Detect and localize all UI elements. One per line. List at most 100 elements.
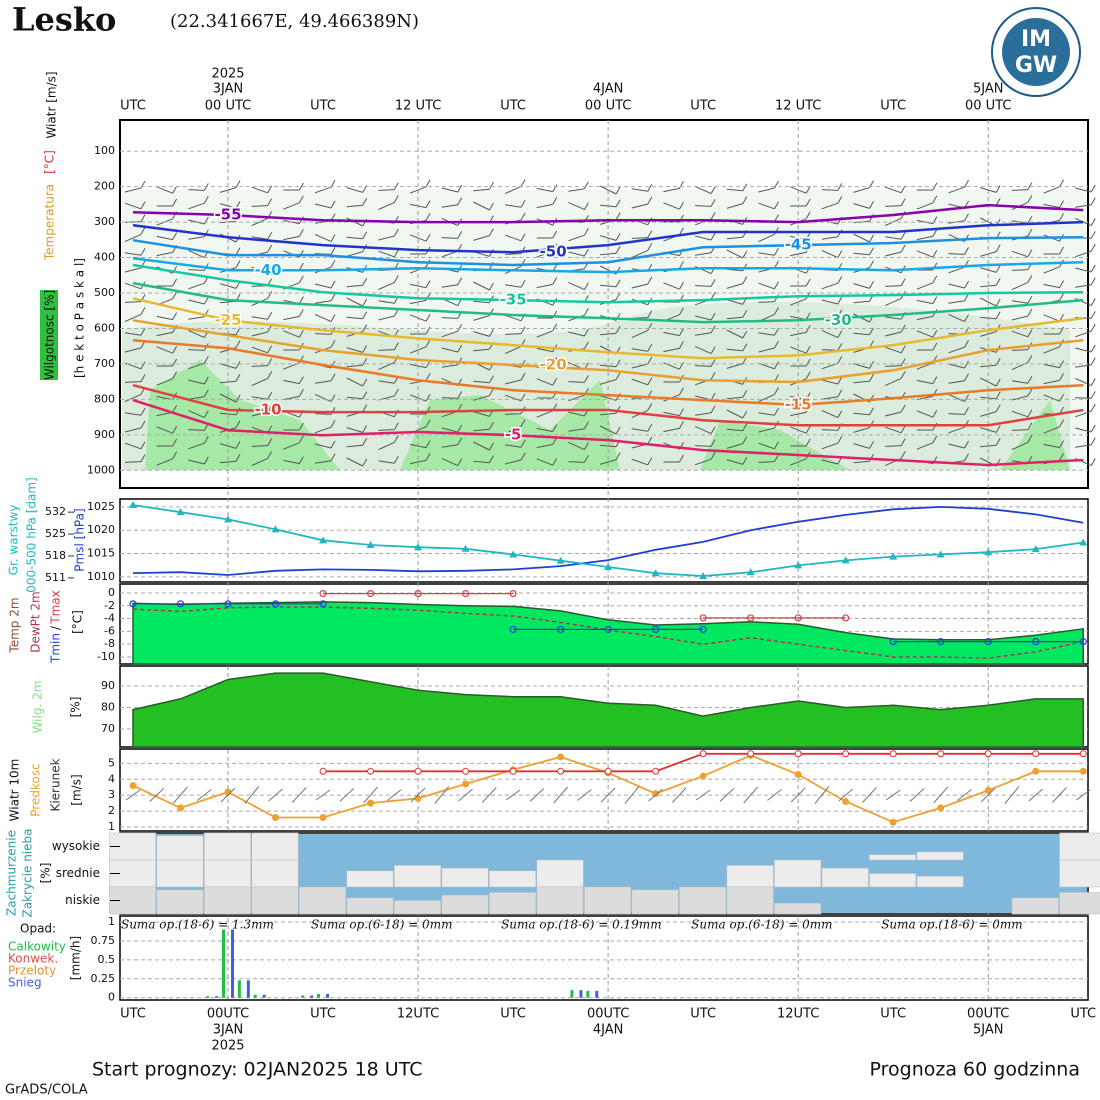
wind-barb: [1043, 266, 1060, 274]
wind-barb: [235, 373, 241, 382]
wind-barb: [488, 388, 494, 396]
wind-barb: [774, 441, 779, 450]
precip-bar: [595, 990, 599, 998]
wind-barb: [346, 364, 363, 368]
y-tick-label: 1: [108, 820, 115, 833]
wind-barb: [441, 444, 458, 448]
wind-barb: [790, 395, 807, 401]
wind-barb: [1027, 249, 1033, 258]
wind-barb: [631, 458, 648, 466]
wind-barb: [393, 422, 399, 430]
wind-barb: [283, 202, 300, 210]
wind-barb: [916, 362, 934, 370]
panel-frame: [119, 748, 1089, 832]
wind-barb: [742, 196, 748, 204]
wind-barb: [774, 307, 779, 315]
wind-barb: [758, 427, 775, 433]
wind-barb: [869, 327, 874, 336]
wind-barb: [916, 282, 934, 290]
wind-barb: [900, 345, 906, 354]
wind-barb: [124, 347, 142, 353]
point: [509, 767, 517, 775]
wind-barb: [156, 378, 173, 386]
wind-barb: [314, 443, 332, 449]
wind-barb: [188, 396, 205, 400]
wind-barb: [1059, 419, 1065, 428]
precip-bar: [301, 995, 305, 998]
cloud-bar: [489, 870, 537, 888]
precip-sum: Suma op.(6-18) = 0mm: [691, 918, 832, 932]
wind-barb: [837, 376, 843, 385]
point: [557, 753, 565, 761]
y-tick-label: 300: [94, 215, 115, 228]
precip-bar: [237, 980, 241, 998]
credit: GrADS/COLA: [5, 1083, 88, 1098]
wind-barb: [679, 261, 684, 269]
wind-arrow: [434, 786, 450, 804]
wind-barb: [805, 211, 811, 220]
wind-barb: [584, 442, 589, 450]
wind-barb: [140, 307, 146, 315]
wind-barb: [1027, 295, 1033, 304]
precip-bar: [246, 980, 250, 998]
wind-barb: [695, 235, 712, 241]
wind-barb: [505, 333, 522, 335]
wind-barb: [995, 244, 1001, 252]
wind-barb: [488, 282, 494, 291]
wind-barb: [504, 314, 522, 322]
wind-barb: [298, 435, 304, 444]
wind-barb: [615, 212, 621, 220]
wind-barb: [298, 275, 304, 284]
wind-barb: [663, 187, 680, 193]
y-tick-label: -10: [97, 650, 115, 663]
wind-barb: [441, 397, 458, 399]
wind-barb: [156, 458, 173, 466]
wind-barb: [885, 445, 902, 447]
wind-barb: [1090, 403, 1096, 412]
wind-barb: [805, 232, 811, 240]
wind-barb: [488, 375, 494, 384]
wind-barb: [330, 440, 336, 449]
isotherm: [132, 319, 1084, 384]
wind-barb: [948, 346, 965, 354]
wind-barb: [948, 363, 965, 369]
wind-barb: [1043, 186, 1060, 194]
isotherm: [132, 398, 1084, 467]
wind-barb: [552, 357, 558, 365]
wind-barb: [995, 378, 1001, 387]
wind-barb: [568, 201, 585, 211]
wind-barb: [964, 213, 969, 222]
wind-barb: [346, 316, 363, 320]
wind-barb: [948, 186, 965, 194]
y-tick-label: 200: [94, 180, 115, 193]
point: [224, 600, 232, 608]
wind-barb: [283, 315, 300, 321]
wind-barb: [900, 425, 906, 434]
wind-barb: [188, 379, 205, 385]
precip-sum: Suma op.(6-18) = 0mm: [311, 918, 452, 932]
wind-barb: [695, 315, 712, 321]
wind-barb: [1090, 184, 1096, 193]
wind-barb: [964, 407, 969, 415]
wind-barb: [663, 202, 680, 210]
wind-barb: [726, 409, 744, 419]
point: [224, 515, 233, 523]
point: [1032, 750, 1040, 758]
cloud-bar: [1059, 892, 1100, 915]
wind-barb: [536, 410, 553, 418]
cloud-bar: [394, 865, 442, 888]
wind-barb: [409, 459, 427, 465]
point: [461, 544, 470, 552]
wind-barb: [267, 291, 273, 299]
point: [984, 548, 993, 556]
point: [794, 561, 803, 569]
axis-label: [°C]: [71, 610, 85, 634]
wind-arrow: [1028, 788, 1044, 802]
wind-barb: [314, 283, 332, 289]
x-tick-label: UTC: [1070, 1007, 1096, 1022]
cloud-bar: [204, 832, 252, 861]
wind-barb: [362, 345, 368, 353]
wind-barb: [932, 249, 938, 258]
wind-barb: [821, 202, 839, 210]
series-line: [133, 603, 1084, 643]
